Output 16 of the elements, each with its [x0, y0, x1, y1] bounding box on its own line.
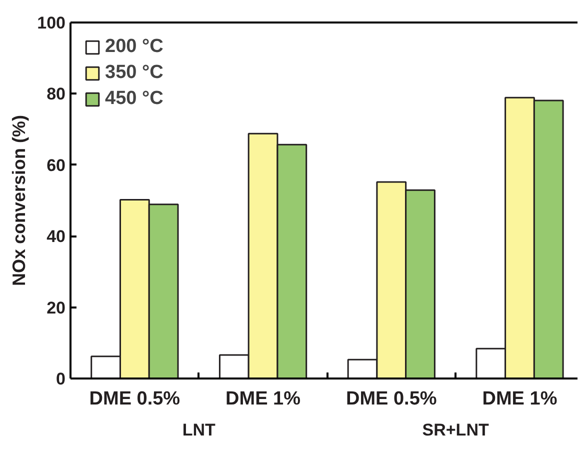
x-tick-label: DME 1% — [226, 388, 301, 410]
x-tick-label: DME 1% — [482, 388, 558, 410]
y-tick-label: 100 — [37, 14, 66, 32]
text: SR+LNT — [422, 420, 490, 440]
y-tick-label: 60 — [46, 156, 66, 175]
text: LNT — [182, 420, 216, 440]
y-tick-label: 20 — [46, 298, 66, 318]
legend-label: 450 °C — [105, 88, 164, 110]
y-axis-title: NOx conversion (%) — [9, 114, 30, 286]
y-tick-label: 40 — [46, 227, 66, 246]
x-tick-label: DME 0.5% — [89, 388, 180, 410]
x-tick-label: DME 0.5% — [346, 388, 437, 410]
legend-label: 200 °C — [105, 36, 164, 58]
legend-label: 350 °C — [105, 62, 164, 84]
y-tick-label: 0 — [56, 370, 66, 388]
y-tick-label: 80 — [46, 84, 66, 104]
